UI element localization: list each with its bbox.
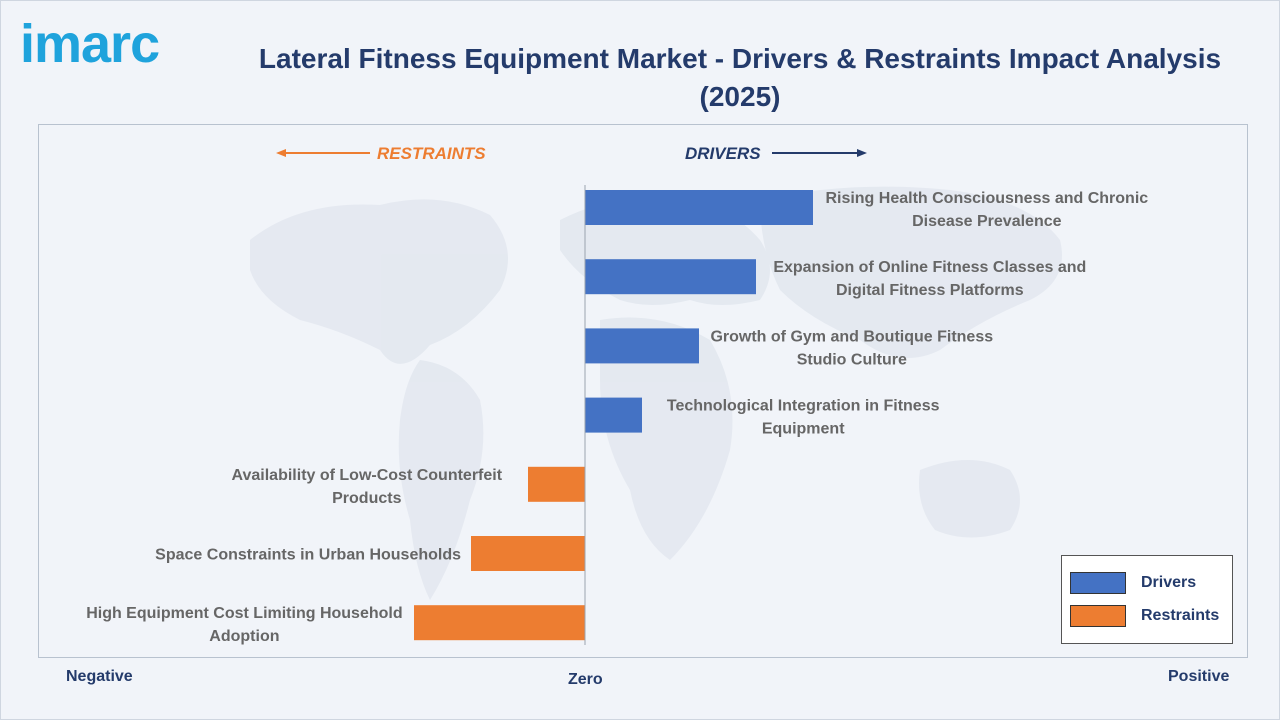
restraints-arrowhead-icon [276, 149, 286, 157]
bar-label-4: Availability of Low-Cost Counterfeit Prod… [232, 467, 503, 507]
driver-bar-2 [585, 328, 699, 364]
restraints-label: RESTRAINTS [377, 144, 486, 163]
legend-swatch-drivers [1070, 572, 1126, 594]
axis-label-zero: Zero [568, 671, 603, 688]
legend-label-restraints: Restraints [1141, 607, 1220, 624]
restraint-bar-6 [414, 605, 585, 641]
driver-bar-3 [585, 397, 642, 433]
drivers-direction: DRIVERS [685, 144, 867, 163]
drivers-arrowhead-icon [857, 149, 867, 157]
legend-label-drivers: Drivers [1141, 574, 1197, 591]
world-map-background [250, 186, 1062, 600]
imarc-logo: imarc [20, 14, 160, 74]
driver-bar-1 [585, 259, 756, 295]
legend-item-restraints: Restraints [1070, 604, 1219, 628]
bar-label-3: Technological Integration in Fitness Equi… [667, 398, 940, 438]
axis-label-positive: Positive [1168, 668, 1230, 685]
bar-label-2: Growth of Gym and Boutique Fitness Studio… [710, 328, 993, 368]
axis-label-negative: Negative [66, 668, 133, 685]
restraint-bar-4 [528, 466, 585, 502]
bar-label-1: Expansion of Online Fitness Classes and D… [773, 259, 1086, 299]
legend-swatch-restraints [1070, 605, 1126, 627]
chart-legend: Drivers Restraints [1061, 555, 1233, 644]
drivers-label: DRIVERS [685, 144, 761, 163]
bar-label-5: Space Constraints in Urban Households [155, 547, 461, 564]
driver-bar-0 [585, 190, 813, 225]
legend-item-drivers: Drivers [1070, 571, 1196, 595]
chart-plot-area [38, 124, 1248, 658]
bar-label-6: High Equipment Cost Limiting Household Ad… [86, 605, 402, 645]
restraints-direction: RESTRAINTS [276, 144, 486, 163]
page-title: Lateral Fitness Equipment Market - Drive… [258, 43, 1222, 112]
bar-label-0: Rising Health Consciousness and Chronic D… [825, 190, 1148, 230]
restraint-bar-5 [471, 536, 585, 571]
